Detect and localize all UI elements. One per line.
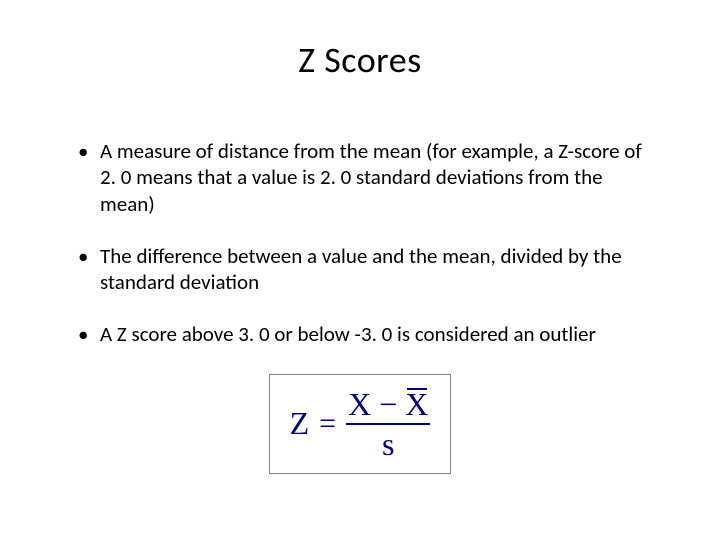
formula-num-x: X xyxy=(348,386,371,422)
formula-num-xbar: X xyxy=(405,385,428,423)
slide-title: Z Scores xyxy=(60,38,660,82)
formula-box: Z = X − X s xyxy=(269,374,452,475)
bullet-text: A measure of distance from the mean (for… xyxy=(100,138,642,217)
bullet-item: A Z score above 3. 0 or below -3. 0 is c… xyxy=(84,321,660,347)
bullet-text: The difference between a value and the m… xyxy=(100,243,622,295)
slide: Z Scores A measure of distance from the … xyxy=(0,0,720,540)
formula-lhs: Z xyxy=(290,405,310,442)
bullet-list: A measure of distance from the mean (for… xyxy=(60,138,660,348)
formula-fraction: X − X s xyxy=(346,385,430,464)
formula-numerator: X − X xyxy=(346,385,430,425)
formula-container: Z = X − X s xyxy=(60,374,660,475)
bullet-item: The difference between a value and the m… xyxy=(84,243,660,296)
bullet-item: A measure of distance from the mean (for… xyxy=(84,138,660,217)
z-score-formula: Z = X − X s xyxy=(290,385,431,464)
formula-num-minus: − xyxy=(379,386,397,422)
bullet-text: A Z score above 3. 0 or below -3. 0 is c… xyxy=(100,321,596,347)
formula-denominator: s xyxy=(380,425,396,463)
formula-equals: = xyxy=(319,407,336,441)
